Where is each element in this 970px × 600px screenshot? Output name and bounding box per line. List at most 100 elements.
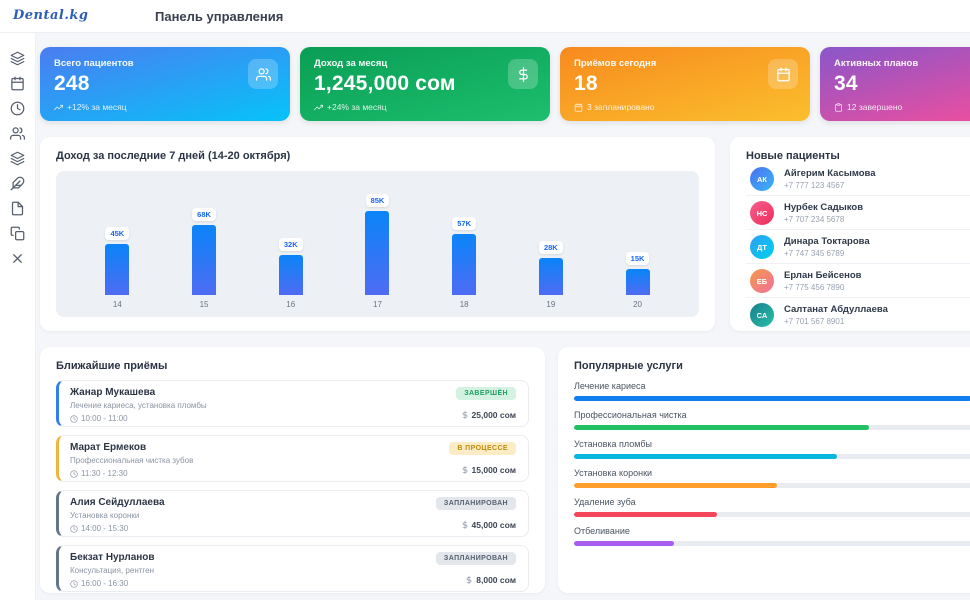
app-logo[interactable]: Dental.kg — [13, 8, 89, 23]
service-label: Отбеливание — [574, 526, 970, 536]
sidebar — [0, 33, 36, 600]
patient-row[interactable]: ЕБЕрлан Бейсенов+7 775 456 7890 — [746, 264, 970, 298]
services-list: Лечение кариеса Профессиональная чистка Ус… — [574, 381, 970, 546]
stat-label: Активных планов — [834, 58, 970, 69]
copy-icon — [10, 226, 25, 241]
patient-row[interactable]: НСНурбек Садыков+7 707 234 5678 — [746, 196, 970, 230]
service-progress-track — [574, 425, 970, 430]
patient-row[interactable]: САСалтанат Абдуллаева+7 701 567 8901 — [746, 298, 970, 331]
appointment-patient-name: Марат Ермеков — [70, 442, 193, 453]
bar-value-label: 32K — [279, 238, 303, 251]
sidebar-item-1[interactable] — [5, 71, 31, 96]
dollar-icon — [465, 576, 473, 584]
chart-bar[interactable] — [626, 269, 650, 295]
service-row[interactable]: Профессиональная чистка — [574, 410, 970, 430]
appointment-service: Установка коронки — [70, 511, 165, 520]
appointment-price: 8,000 сом — [465, 575, 516, 585]
sidebar-item-7[interactable] — [5, 221, 31, 246]
clock-icon — [70, 470, 78, 478]
bar-value-label: 57K — [452, 217, 476, 230]
dollar-icon — [516, 67, 531, 82]
appointment-card[interactable]: Алия СейдуллаеваУстановка коронки14:00 -… — [56, 490, 529, 537]
chart-bar[interactable] — [105, 244, 129, 295]
sidebar-item-6[interactable] — [5, 196, 31, 221]
appointment-service: Лечение кариеса, установка пломбы — [70, 401, 207, 410]
appointment-card[interactable]: Марат ЕрмековПрофессиональная чистка зуб… — [56, 435, 529, 482]
chart-bar[interactable] — [365, 211, 389, 295]
chart-bar-group: 45K14 — [105, 171, 129, 317]
patient-row[interactable]: АКАйгерим Касымова+7 777 123 4567 — [746, 162, 970, 196]
appointment-patient-name: Алия Сейдуллаева — [70, 497, 165, 508]
stat-value: 1,245,000 сом — [314, 72, 536, 96]
service-progress-fill — [574, 512, 717, 517]
avatar: ДТ — [750, 235, 774, 259]
file-icon — [10, 201, 25, 216]
service-row[interactable]: Удаление зуба — [574, 497, 970, 517]
appointment-card[interactable]: Жанар Мукашева Лечение кариеса, установка… — [56, 380, 529, 427]
appointment-price: 15,000 сом — [461, 465, 516, 475]
chart-bar[interactable] — [192, 225, 216, 295]
stat-subtext: +24% за месяц — [314, 102, 387, 112]
service-row[interactable]: Установка пломбы — [574, 439, 970, 459]
chart-bar[interactable] — [452, 234, 476, 295]
appointment-card[interactable]: Бекзат НурлановКонсультация, рентген16:0… — [56, 545, 529, 592]
stat-icon-box — [248, 59, 278, 89]
stat-value: 18 — [574, 72, 796, 96]
trend-up-icon — [314, 103, 323, 112]
x-axis-label: 19 — [546, 300, 555, 312]
chart-bar[interactable] — [279, 255, 303, 295]
service-label: Удаление зуба — [574, 497, 970, 507]
service-progress-track — [574, 396, 970, 401]
service-label: Лечение кариеса — [574, 381, 970, 391]
patients-list: АКАйгерим Касымова+7 777 123 4567НСНурбе… — [746, 162, 970, 331]
x-axis-label: 18 — [460, 300, 469, 312]
chart-bar-group: 68K15 — [192, 171, 216, 317]
status-badge: ЗАПЛАНИРОВАН — [436, 497, 516, 510]
x-axis-label: 20 — [633, 300, 642, 312]
sidebar-item-4[interactable] — [5, 146, 31, 171]
patient-phone: +7 747 345 6789 — [784, 249, 870, 258]
dollar-icon — [461, 521, 469, 529]
users-icon — [256, 67, 271, 82]
service-progress-fill — [574, 396, 970, 401]
calendar-icon — [574, 103, 583, 112]
new-patients-title: Новые пациенты — [746, 150, 970, 162]
sidebar-item-5[interactable] — [5, 171, 31, 196]
layers-icon — [10, 151, 25, 166]
stat-card-2[interactable]: Приёмов сегодня183 запланировано — [560, 47, 810, 121]
stat-card-3[interactable]: Активных планов3412 завершено — [820, 47, 970, 121]
stat-card-0[interactable]: Всего пациентов248+12% за месяц — [40, 47, 290, 121]
stat-label: Доход за месяц — [314, 58, 536, 69]
patient-row[interactable]: ДТДинара Токтарова+7 747 345 6789 — [746, 230, 970, 264]
sidebar-item-2[interactable] — [5, 96, 31, 121]
chart-bar[interactable] — [539, 258, 563, 295]
chart-bar-group: 85K17 — [365, 171, 389, 317]
users-icon — [10, 126, 25, 141]
appointment-patient-name: Жанар Мукашева — [70, 387, 207, 398]
clock-icon — [70, 580, 78, 588]
stat-card-1[interactable]: Доход за месяц 1,245,000 сом +24% за месяц — [300, 47, 550, 121]
service-label: Профессиональная чистка — [574, 410, 970, 420]
sidebar-item-3[interactable] — [5, 121, 31, 146]
service-row[interactable]: Лечение кариеса — [574, 381, 970, 401]
page-title: Панель управления — [155, 9, 283, 24]
x-axis-label: 17 — [373, 300, 382, 312]
patient-phone: +7 707 234 5678 — [784, 215, 863, 224]
dollar-icon — [461, 411, 469, 419]
avatar: АК — [750, 167, 774, 191]
x-axis-label: 16 — [286, 300, 295, 312]
sidebar-item-0[interactable] — [5, 46, 31, 71]
service-progress-track — [574, 483, 970, 488]
sidebar-item-8[interactable] — [5, 246, 31, 271]
service-row[interactable]: Установка коронки — [574, 468, 970, 488]
patient-phone: +7 701 567 8901 — [784, 317, 888, 326]
service-row[interactable]: Отбеливание — [574, 526, 970, 546]
trend-up-icon — [54, 103, 63, 112]
appointment-service: Консультация, рентген — [70, 566, 155, 575]
x-axis-label: 14 — [113, 300, 122, 312]
stat-subtext: +12% за месяц — [54, 102, 127, 112]
stat-icon-box — [508, 59, 538, 89]
patient-name: Салтанат Абдуллаева — [784, 304, 888, 315]
bar-value-label: 28K — [539, 241, 563, 254]
bar-value-label: 15K — [626, 252, 650, 265]
